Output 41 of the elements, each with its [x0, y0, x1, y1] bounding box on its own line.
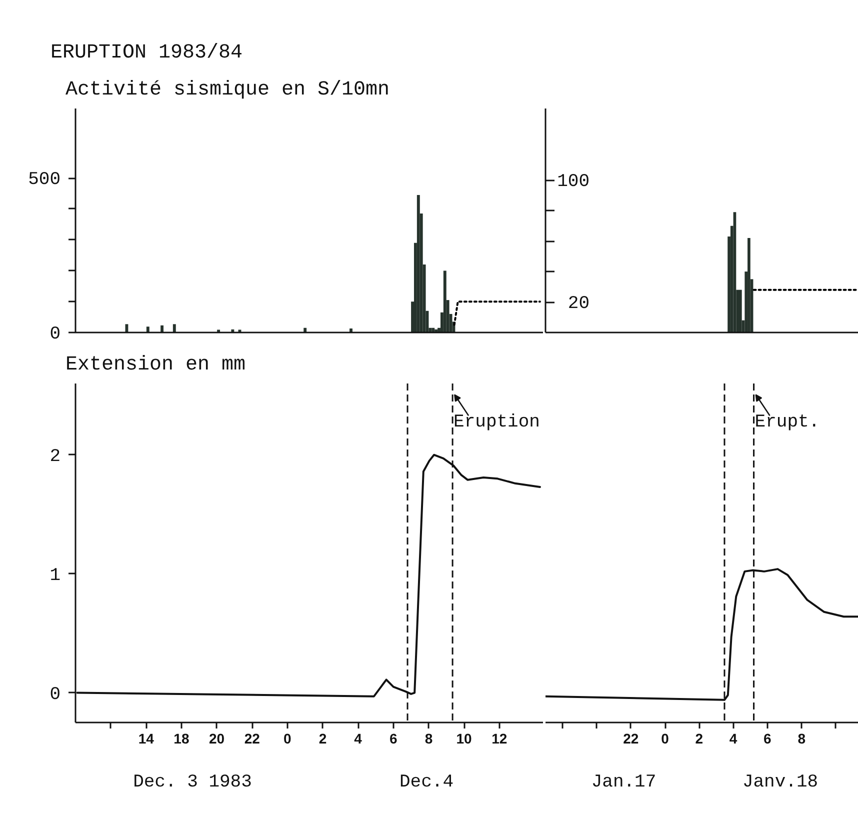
text: Dec.4 — [399, 772, 454, 792]
y-axis-title: Activité sismique en S/10mn — [66, 78, 390, 102]
text: Janv.18 — [742, 772, 818, 792]
y-axis-title: Extension en mm — [66, 354, 246, 376]
x-tick-label: 4 — [729, 730, 738, 746]
x-tick-label: 20 — [208, 730, 225, 746]
y-tick-label: 100 — [557, 172, 590, 192]
x-tick-label: 0 — [284, 730, 292, 746]
x-tick-label: 8 — [424, 730, 433, 746]
bar — [125, 324, 128, 332]
ref-line-label: Erupt. — [754, 412, 820, 433]
bar — [443, 270, 446, 332]
bar — [217, 330, 220, 332]
y-tick-label: 2 — [50, 446, 61, 467]
y-tick-label: 0 — [50, 684, 61, 705]
bar — [160, 325, 164, 332]
x-tick-label: 6 — [389, 730, 398, 746]
x-tick-label: 22 — [623, 730, 639, 746]
bar — [416, 195, 420, 332]
x-tick-label: 22 — [244, 730, 260, 746]
y-tick-label: 500 — [28, 170, 60, 190]
ref-line-label: Eruption — [454, 412, 540, 433]
x-tick-label: 4 — [354, 730, 362, 746]
y-tick-label: 0 — [50, 324, 61, 344]
x-tick-label: 10 — [456, 730, 472, 746]
bar — [172, 324, 176, 332]
chart-title: ERUPTION 1983/84 — [50, 42, 243, 64]
text: Jan.17 — [591, 772, 656, 792]
bar — [748, 238, 750, 332]
x-tick-label: 2 — [318, 730, 327, 746]
y-tick-label: 1 — [50, 566, 61, 586]
x-tick-label: 12 — [492, 730, 508, 746]
x-tick-label: 8 — [798, 730, 806, 746]
x-tick-label: 6 — [764, 730, 772, 746]
x-tick-label: 0 — [661, 730, 670, 746]
x-tick-label: 14 — [138, 730, 154, 746]
x-tick-label: 2 — [695, 730, 704, 746]
x-tick-label: 18 — [174, 730, 190, 746]
bar — [146, 326, 150, 332]
bar — [738, 290, 742, 332]
text: Dec. 3 1983 — [133, 772, 252, 792]
